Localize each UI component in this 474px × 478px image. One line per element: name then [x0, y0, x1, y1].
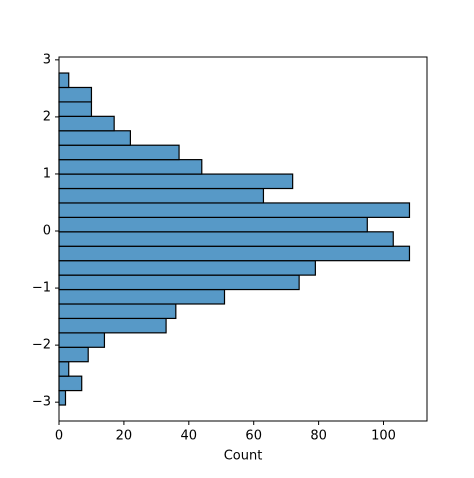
bar — [58, 130, 131, 146]
bar — [58, 115, 115, 132]
bar — [58, 231, 394, 247]
bar — [58, 260, 316, 276]
bar — [58, 144, 180, 161]
bar — [58, 216, 368, 233]
y-tick-label: 3 — [43, 52, 51, 67]
x-tick-label: 60 — [245, 429, 262, 444]
y-tick-label: −3 — [32, 395, 51, 410]
bar — [58, 86, 93, 103]
bar — [58, 173, 294, 190]
x-tick-label: 40 — [181, 429, 198, 444]
bar — [58, 159, 203, 175]
bar — [58, 375, 83, 392]
y-tick-label: −1 — [32, 281, 51, 296]
bar — [58, 202, 411, 218]
bar — [58, 317, 167, 334]
y-tick-label: 0 — [43, 224, 51, 239]
bar — [58, 303, 177, 320]
bar — [58, 72, 70, 89]
bar — [58, 389, 67, 406]
x-tick-label: 80 — [310, 429, 327, 444]
bar — [58, 245, 411, 262]
bar — [58, 346, 89, 363]
bar — [58, 288, 226, 305]
bar — [58, 101, 93, 117]
bar — [58, 332, 106, 348]
plot-frame — [58, 56, 428, 422]
bar — [58, 274, 300, 291]
y-tick-label: 1 — [43, 166, 51, 181]
x-tick-label: 20 — [116, 429, 133, 444]
x-tick-label: 0 — [55, 429, 63, 444]
x-tick-label: 100 — [371, 429, 396, 444]
bar — [58, 361, 70, 377]
x-axis-label: Count — [224, 449, 263, 464]
y-tick-label: 2 — [43, 109, 51, 124]
y-tick-label: −2 — [32, 338, 51, 353]
bar — [58, 187, 265, 204]
